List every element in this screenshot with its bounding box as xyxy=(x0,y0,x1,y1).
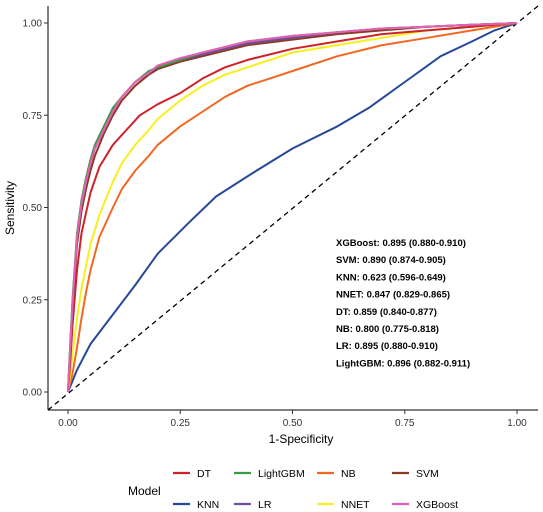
legend-label-nb: NB xyxy=(341,468,356,480)
y-tick-label: 0.75 xyxy=(23,111,43,122)
auc-annotation: NB: 0.800 (0.775-0.818) xyxy=(336,324,439,335)
y-tick-label: 0.00 xyxy=(23,388,43,399)
x-tick-label: 0.25 xyxy=(171,418,191,429)
series-line-lr xyxy=(67,22,518,393)
series-line-svm xyxy=(67,22,518,393)
y-tick-label: 1.00 xyxy=(23,19,43,30)
legend-label-xgboost: XGBoost xyxy=(416,499,458,511)
legend-label-knn: KNN xyxy=(197,499,219,511)
x-tick-label: 0.00 xyxy=(58,418,78,429)
series-line-nb xyxy=(67,22,518,393)
auc-annotation: LR: 0.895 (0.880-0.910) xyxy=(336,341,438,352)
x-tick-label: 1.00 xyxy=(507,418,527,429)
series-line-knn xyxy=(67,22,518,393)
legend-label-lightgbm: LightGBM xyxy=(258,468,305,480)
series-line-dt xyxy=(67,22,518,393)
legend-label-lr: LR xyxy=(258,499,272,511)
legend-title: Model xyxy=(128,484,161,498)
y-axis-title: Sensitivity xyxy=(3,181,17,235)
auc-annotation: NNET: 0.847 (0.829-0.865) xyxy=(336,290,450,301)
y-tick-label: 0.50 xyxy=(23,203,43,214)
auc-annotation: XGBoost: 0.895 (0.880-0.910) xyxy=(336,238,466,249)
auc-annotation: KNN: 0.623 (0.596-0.649) xyxy=(336,272,446,283)
legend-label-dt: DT xyxy=(197,468,212,480)
auc-annotation: DT: 0.859 (0.840-0.877) xyxy=(336,307,437,318)
auc-annotation: SVM: 0.890 (0.874-0.905) xyxy=(336,255,446,266)
x-tick-label: 0.75 xyxy=(395,418,415,429)
y-tick-label: 0.25 xyxy=(23,295,43,306)
reference-diagonal-line xyxy=(47,5,539,411)
series-line-nnet xyxy=(67,22,518,393)
x-axis-title: 1-Specificity xyxy=(269,432,334,446)
axes: 0.00 0.25 0.50 0.75 1.00 0.00 0.25 0.50 0.75 1.00… xyxy=(3,5,539,446)
auc-annotations: XGBoost: 0.895 (0.880-0.910) SVM: 0.890 (… xyxy=(336,238,470,369)
legend-label-svm: SVM xyxy=(416,468,439,480)
series-line-xgboost xyxy=(67,22,518,393)
legend: Model DT LightGBM NB SVM KNN LR NNET XGBoost xyxy=(128,468,458,511)
roc-curves xyxy=(67,22,518,393)
auc-annotation: LightGBM: 0.896 (0.882-0.911) xyxy=(336,358,470,369)
series-line-lightgbm xyxy=(67,22,518,393)
x-tick-label: 0.50 xyxy=(283,418,303,429)
legend-label-nnet: NNET xyxy=(341,499,370,511)
